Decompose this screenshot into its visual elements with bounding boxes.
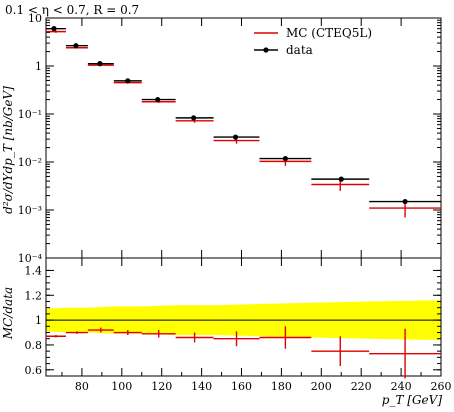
x-tick-label: 100 [111,380,132,393]
data-point [282,155,288,162]
x-tick-label: 140 [191,380,212,393]
ratio-y-tick-label: 1.2 [25,289,43,302]
ratio-y-tick-label: 0.6 [25,364,43,377]
data-point [51,26,57,32]
main-panel: 10 1 10⁻¹ 10⁻² 10⁻³ 10⁻⁴ [18,12,442,265]
data-point [402,198,408,205]
main-y-tick-label: 10⁻¹ [18,108,42,121]
x-tick-label: 200 [311,380,332,393]
legend: MC (CTEQ5L) data [254,26,372,57]
x-tick-label: 180 [271,380,292,393]
data-point [97,61,103,67]
ratio-plot-frame [45,257,442,377]
x-tick-label: 120 [151,380,172,393]
data-point [232,134,239,140]
ratio-y-axis-title: MC/data [1,287,15,340]
data-point [73,43,79,49]
ratio-y-tick-label: 1.4 [25,264,43,277]
chart-title: 0.1 < η < 0.7, R = 0.7 [5,3,139,17]
main-y-tick-label: 10⁻³ [18,204,42,217]
ratio-y-tick-label: 1 [35,314,42,327]
data-point [155,96,161,103]
x-axis-title: p_T [GeV] [382,393,443,407]
main-y-tick-label: 10⁻² [18,156,42,169]
x-tick-label: 220 [351,380,372,393]
data-point [338,176,344,182]
data-point [125,78,131,84]
x-tick-label: 80 [75,380,89,393]
main-y-tick-label: 10⁻⁴ [18,252,43,265]
x-tick-label: 260 [431,380,452,393]
legend-data-label: data [286,43,313,57]
main-y-axis-title: d²σ/dYdp_T [nb/GeV] [1,86,15,214]
ratio-panel: 1.4 1.2 1 0.8 0.6 80 100 120 140 160 180 200 220 240 2… [25,257,452,393]
data-point [191,115,197,121]
ratio-y-tick-label: 0.8 [25,339,43,352]
x-tick-label: 240 [391,380,412,393]
legend-data-marker [263,47,269,53]
legend-mc-label: MC (CTEQ5L) [286,26,372,40]
main-plot-frame [45,17,442,259]
main-y-tick-label: 10 [28,12,42,25]
x-tick-label: 160 [231,380,252,393]
main-y-tick-label: 1 [35,60,42,73]
